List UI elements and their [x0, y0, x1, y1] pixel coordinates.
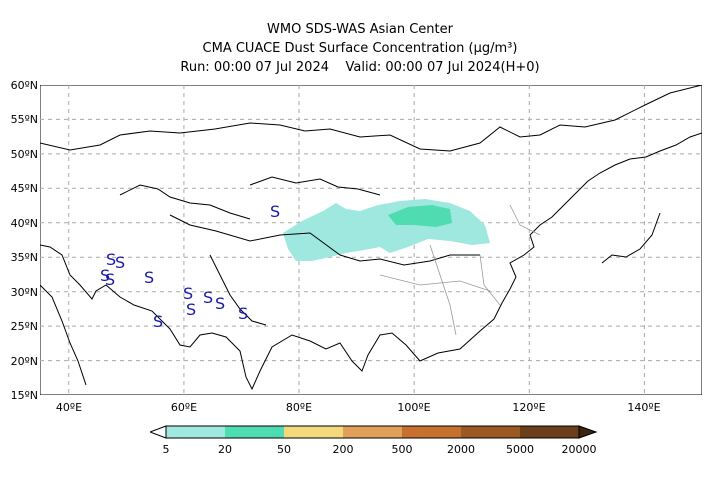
dust-symbol: S — [270, 202, 280, 221]
lat-label: 55ºN — [10, 113, 38, 126]
lat-label: 60ºN — [10, 79, 38, 92]
colorbar-segment — [166, 426, 225, 438]
dust-symbol: S — [115, 253, 125, 272]
coastlines-borders — [40, 85, 702, 391]
map: S S S S S S S S S S S S — [40, 85, 702, 395]
chart-title: WMO SDS-WAS Asian Center — [267, 22, 453, 37]
colorbar-tick: 500 — [391, 443, 413, 456]
colorbar-tick: 5 — [162, 443, 170, 456]
colorbar-tick: 200 — [332, 443, 354, 456]
dust-symbol: S — [153, 312, 163, 331]
lon-label: 140ºE — [627, 401, 661, 414]
weather-symbols: S S S S S S S S S S S S — [100, 202, 280, 331]
colorbar-segment — [284, 426, 343, 438]
china-provinces — [379, 204, 541, 336]
lon-label: 120ºE — [512, 401, 546, 414]
colorbar-tick: 20 — [218, 443, 232, 456]
colorbar-tick: 20000 — [561, 443, 597, 456]
dust-symbol: S — [100, 266, 110, 285]
lon-label: 80ºE — [285, 401, 313, 414]
dust-symbol: S — [105, 270, 115, 289]
forecast-time: Run: 00:00 07 Jul 2024 Valid: 00:00 07 J… — [0, 60, 720, 75]
colorbar-underflow-arrow — [150, 425, 167, 439]
colorbar-segment — [402, 426, 461, 438]
colorbar-overflow-arrow — [578, 425, 598, 439]
lon-label: 100ºE — [397, 401, 431, 414]
dust-symbol: S — [183, 284, 193, 303]
valid-time: Valid: 00:00 07 Jul 2024(H+0) — [345, 60, 540, 75]
lat-label: 30ºN — [10, 286, 38, 299]
colorbar-tick: 50 — [277, 443, 291, 456]
run-time: Run: 00:00 07 Jul 2024 — [180, 60, 329, 75]
colorbar-tick: 5000 — [506, 443, 534, 456]
colorbar — [150, 425, 598, 439]
dust-symbol: S — [203, 288, 213, 307]
lat-label: 25ºN — [10, 320, 38, 333]
lat-label: 15ºN — [10, 389, 38, 402]
lat-label: 35ºN — [10, 251, 38, 264]
dust-symbol: S — [238, 304, 248, 323]
chart-subtitle: CMA CUACE Dust Surface Concentration (μg… — [202, 41, 518, 56]
colorbar-segment — [343, 426, 402, 438]
lat-label: 40ºN — [10, 217, 38, 230]
dust-symbol: S — [106, 250, 116, 269]
dust-symbol: S — [186, 300, 196, 319]
colorbar-segment — [520, 426, 579, 438]
colorbar-segment — [461, 426, 520, 438]
lat-label: 50ºN — [10, 148, 38, 161]
colorbar-segment — [225, 426, 284, 438]
lat-label: 20ºN — [10, 355, 38, 368]
dust-concentration-fill — [283, 199, 490, 261]
dust-symbol: S — [215, 294, 225, 313]
dust-symbol: S — [144, 268, 154, 287]
lat-label: 45ºN — [10, 182, 38, 195]
lon-label: 60ºE — [170, 401, 198, 414]
lon-label: 40ºE — [55, 401, 83, 414]
colorbar-tick: 2000 — [447, 443, 475, 456]
